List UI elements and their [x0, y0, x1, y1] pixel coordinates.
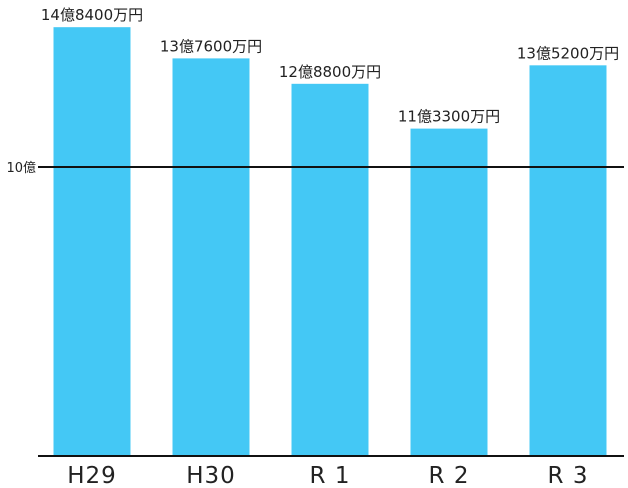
value-label: 13億5200万円: [517, 44, 619, 62]
bars-group: [53, 27, 607, 457]
category-labels-group: H29 H30 R 1 R 2 R 3: [67, 463, 589, 488]
bar-r3: [529, 65, 607, 456]
bar-r2: [410, 128, 488, 456]
value-label: 14億8400万円: [41, 6, 143, 24]
category-label: H30: [186, 463, 236, 488]
category-label: R 1: [310, 463, 351, 488]
bar-h29: [53, 27, 131, 456]
category-label: R 3: [548, 463, 589, 488]
reference-line-label: 10億: [6, 160, 36, 176]
value-label: 13億7600万円: [160, 37, 262, 55]
value-labels-group: 14億8400万円 13億7600万円 12億8800万円 11億3300万円 13億5…: [41, 6, 619, 125]
category-label: R 2: [429, 463, 470, 488]
category-label: H29: [67, 463, 117, 488]
value-label: 11億3300万円: [398, 108, 500, 126]
bar-h30: [172, 58, 250, 456]
value-label: 12億8800万円: [279, 63, 381, 81]
bar-r1: [291, 83, 369, 457]
